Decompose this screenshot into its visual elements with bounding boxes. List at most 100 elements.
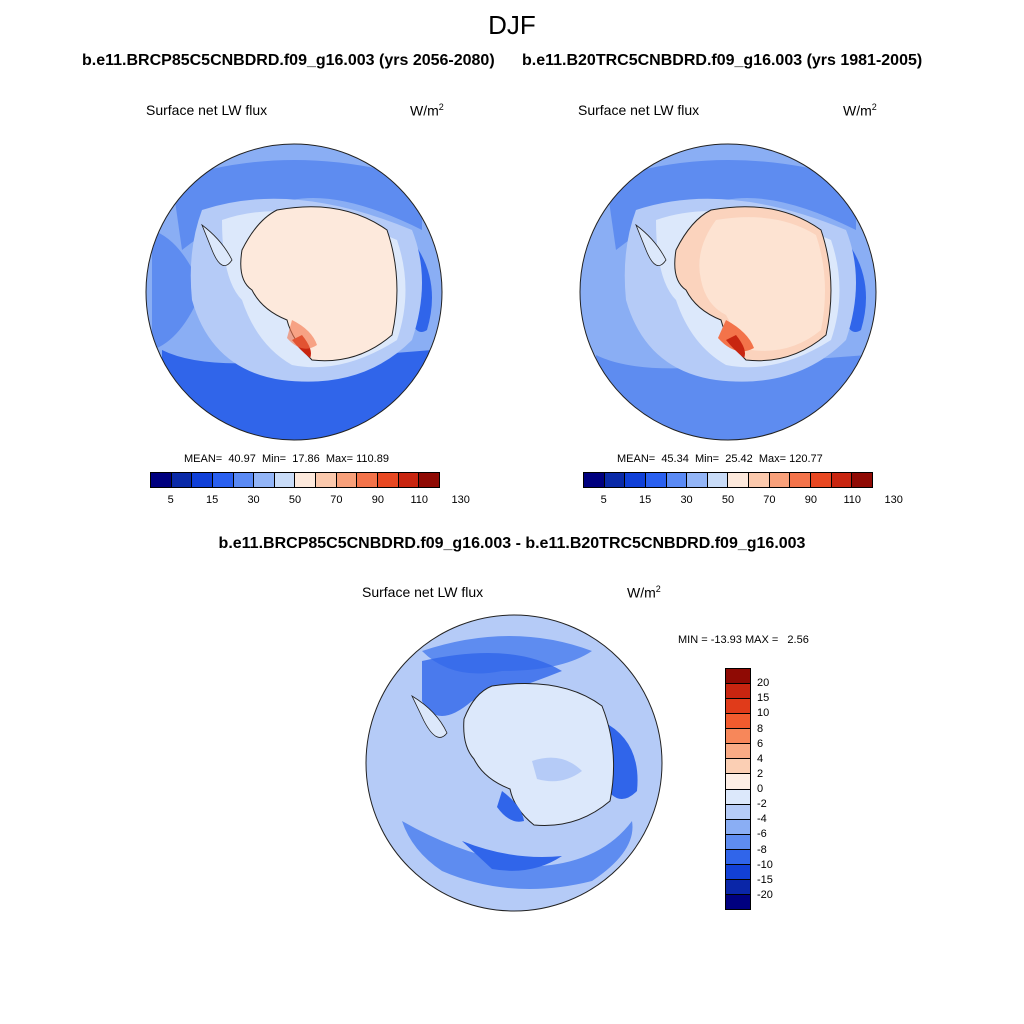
warm-region [287,320,317,349]
colorbar-swatch [666,473,688,487]
colorbar-tick-label: 130 [884,494,903,506]
left-colorbar [150,472,440,488]
colorbar-swatch [357,473,379,487]
colorbar-swatch [233,473,255,487]
colorbar-swatch [192,473,213,487]
antarctica-land [463,683,615,826]
right-polar-map [576,140,880,444]
colorbar-tick-label: 5 [167,494,174,506]
colorbar-tick-label: 5 [600,494,607,506]
colorbar-swatch [584,473,605,487]
right-units-label: W/m2 [843,102,877,119]
diff-colorbar-labels: 20 15 10 8 6 4 2 0 -2 -4 -6 -8 -10 -15 -20 [757,668,797,910]
colorbar-tick-label: 70 [763,494,776,506]
diff-field [422,653,562,716]
colorbar-swatch [336,473,358,487]
colorbar-tick-label: 15 [757,692,770,705]
colorbar-tick-label: 15 [639,494,652,506]
map-border [145,143,443,441]
colorbar-tick-label: -4 [757,813,767,826]
colorbar-swatch [811,473,832,487]
map-border [365,614,663,912]
diff-colorbar [725,668,751,910]
colorbar-tick-label: -15 [757,873,773,886]
colorbar-swatch [378,473,399,487]
colorbar-tick-label: 110 [843,494,862,506]
colorbar-swatch [749,473,770,487]
colorbar-tick-label: 50 [288,494,302,506]
colorbar-tick-label: 30 [680,494,693,506]
antarctic-peninsula [201,223,233,267]
colorbar-swatch [790,473,812,487]
colorbar-swatch [726,834,750,850]
diff-variable-label: Surface net LW flux [362,584,484,600]
map-border [579,143,877,441]
colorbar-swatch [625,473,646,487]
colorbar-tick-label: -10 [757,858,773,871]
right-stats: MEAN= 45.34 Min= 25.42 Max= 120.77 [617,453,823,465]
colorbar-swatch [726,759,750,775]
colorbar-swatch [726,699,750,715]
colorbar-swatch [726,894,750,909]
diff-field [532,757,582,782]
colorbar-tick-label: 50 [721,494,735,506]
colorbar-tick-label: 110 [410,494,429,506]
diff-units-label: W/m2 [627,584,661,601]
ocean-field [596,355,866,440]
diff-field [497,791,524,822]
colorbar-swatch [604,473,626,487]
colorbar-swatch [254,473,275,487]
colorbar-swatch [316,473,337,487]
colorbar-tick-label: 130 [451,494,470,506]
left-case-title: b.e11.BRCP85C5CNBDRD.f09_g16.003 (yrs 20… [82,52,495,69]
colorbar-tick-label: 8 [757,722,764,735]
colorbar-swatch [151,473,172,487]
right-colorbar-labels: 5 15 30 50 70 90 110 130 [583,494,903,508]
colorbar-swatch [707,473,729,487]
ocean-field [162,350,432,440]
right-case-title: b.e11.B20TRC5CNBDRD.f09_g16.003 (yrs 198… [522,52,923,69]
colorbar-swatch [726,789,750,805]
right-colorbar [583,472,873,488]
left-units-label: W/m2 [410,102,444,119]
colorbar-swatch [687,473,708,487]
colorbar-tick-label: -6 [757,828,767,841]
colorbar-swatch [419,473,439,487]
colorbar-swatch [274,473,296,487]
colorbar-swatch [726,804,750,820]
antarctic-peninsula [635,223,667,267]
colorbar-tick-label: 6 [757,737,764,750]
colorbar-swatch [726,744,750,760]
left-colorbar-labels: 5 15 30 50 70 90 110 130 [150,494,470,508]
ocean-field [606,160,856,250]
ocean-field [152,230,202,350]
colorbar-tick-label: 90 [804,494,817,506]
right-variable-label: Surface net LW flux [578,102,700,118]
colorbar-swatch [726,774,750,790]
colorbar-tick-label: 70 [330,494,343,506]
diff-case-title: b.e11.BRCP85C5CNBDRD.f09_g16.003 - b.e11… [218,535,806,552]
colorbar-tick-label: -20 [757,888,773,901]
colorbar-swatch [726,669,750,685]
colorbar-swatch [295,473,317,487]
left-polar-map [142,140,446,444]
left-variable-label: Surface net LW flux [146,102,268,118]
colorbar-swatch [728,473,750,487]
colorbar-swatch [726,714,750,730]
ocean-field [172,160,422,250]
colorbar-tick-label: 15 [206,494,219,506]
colorbar-swatch [726,729,750,745]
colorbar-swatch [726,819,750,835]
colorbar-tick-label: 4 [757,752,764,765]
diff-field [402,821,633,889]
colorbar-swatch [852,473,872,487]
main-title: DJF [488,10,536,40]
left-stats: MEAN= 40.97 Min= 17.86 Max= 110.89 [184,453,389,465]
diff-field [462,841,562,871]
colorbar-swatch [726,879,750,895]
colorbar-swatch [171,473,193,487]
antarctic-peninsula [411,694,448,738]
colorbar-tick-label: 0 [757,783,764,795]
diff-stats: MIN = -13.93 MAX = 2.56 [678,634,809,646]
diff-polar-map [362,611,666,915]
